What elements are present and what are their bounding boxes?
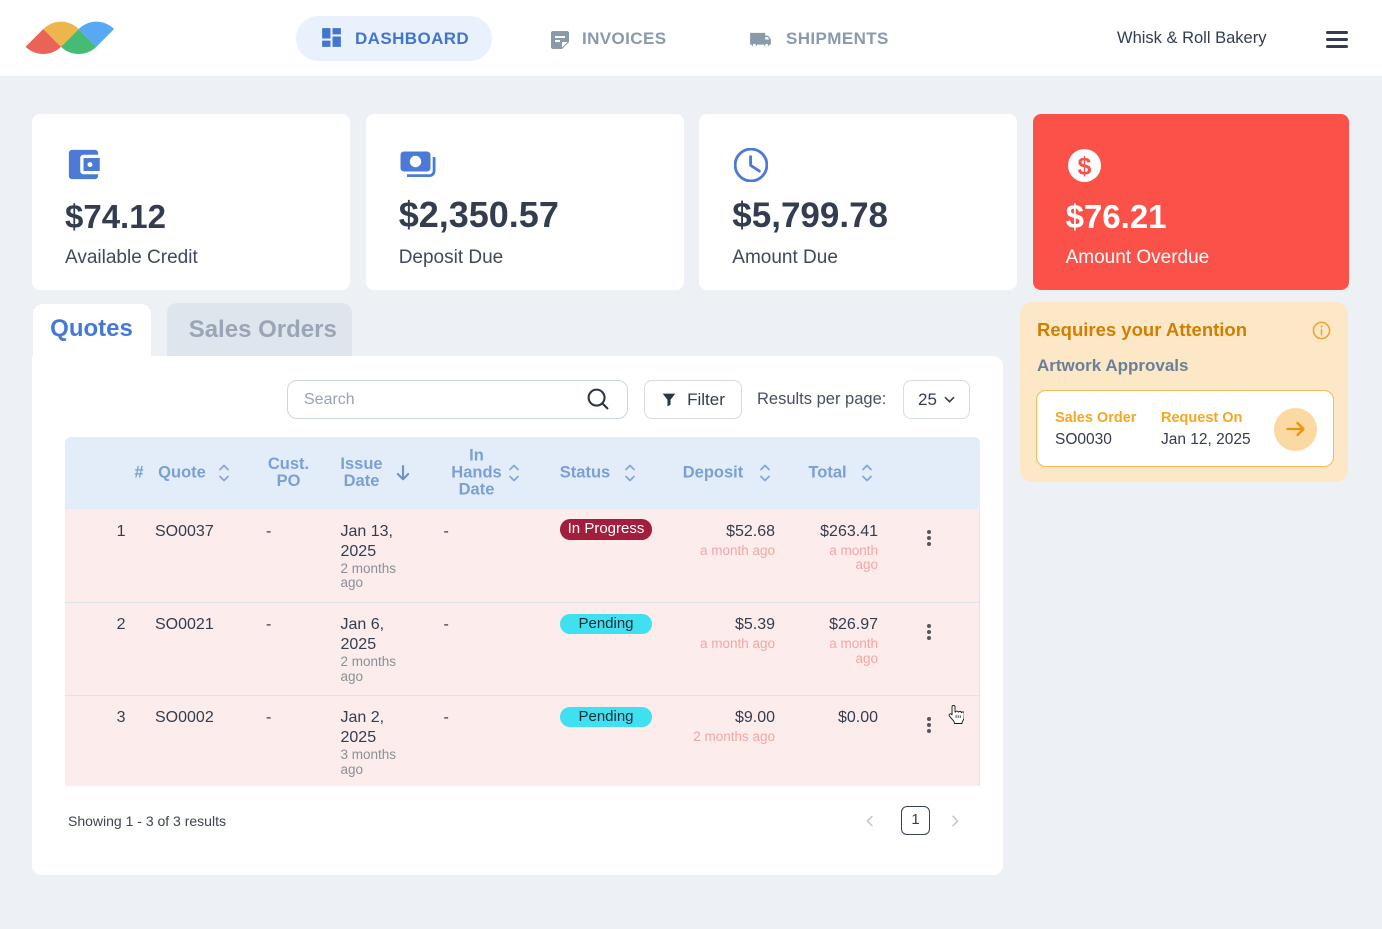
svg-text:$: $ [1078,153,1092,181]
